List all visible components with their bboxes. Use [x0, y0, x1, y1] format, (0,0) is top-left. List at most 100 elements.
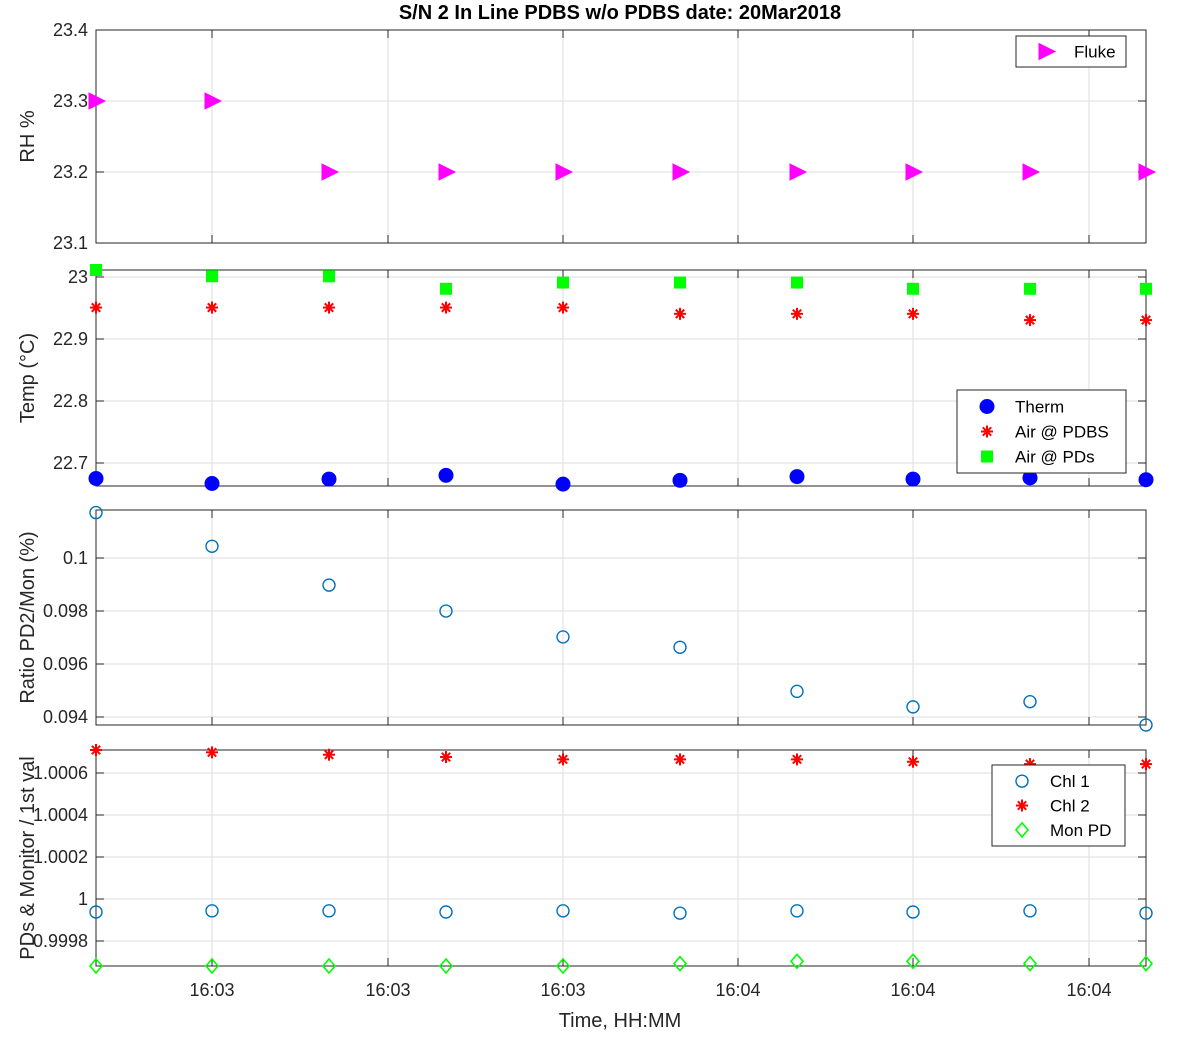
y-tick-label: 22.9 [53, 329, 88, 349]
data-point [674, 276, 686, 289]
legend-label: Therm [1015, 398, 1064, 417]
data-point [672, 955, 688, 972]
y-tick-label: 0.094 [43, 707, 88, 727]
legend: Chl 1 Chl 2 Mon PD [991, 764, 1126, 847]
data-point [1140, 758, 1152, 771]
x-tick-label: 16:04 [890, 980, 935, 1000]
y-tick-label: 0.096 [43, 654, 88, 674]
legend-marker [1015, 774, 1029, 788]
data-point [789, 163, 808, 181]
data-point [905, 471, 921, 487]
y-tick-label: 23.1 [53, 233, 88, 253]
subplot-3: 0.094 0.096 0.098 0.1 Ratio PD2/Mon (%) [17, 505, 1153, 732]
series-chl-1 [89, 904, 1153, 920]
data-point [89, 905, 103, 919]
data-point [1022, 163, 1041, 181]
chart-title: S/N 2 In Line PDBS w/o PDBS date: 20Mar2… [399, 2, 841, 24]
data-point [672, 472, 688, 488]
data-point [440, 282, 452, 295]
data-point [1022, 955, 1038, 972]
data-point [206, 746, 218, 759]
data-point [672, 163, 691, 181]
y-tick-label: 0.1 [63, 548, 88, 568]
legend-marker [981, 425, 993, 438]
data-point [204, 475, 220, 491]
legend-label: Mon PD [1050, 821, 1111, 840]
y-tick-label: 22.8 [53, 391, 88, 411]
y-tick-label: 22.7 [53, 453, 88, 473]
data-point [557, 753, 569, 766]
data-point [790, 904, 804, 918]
data-point [322, 578, 336, 592]
data-point [439, 905, 453, 919]
data-point [907, 307, 919, 320]
legend: Therm Air @ PDBS Air @ PDs [956, 389, 1127, 474]
y-axis-label: RH % [17, 110, 39, 162]
data-point [323, 301, 335, 314]
data-point [556, 630, 570, 644]
x-tick-label: 16:04 [1066, 980, 1111, 1000]
data-point [674, 753, 686, 766]
data-point [906, 700, 920, 714]
axes-box [95, 509, 1147, 726]
data-point [1139, 906, 1153, 920]
x-tick-labels: 16:03 16:03 16:03 16:04 16:04 16:04 [189, 980, 1111, 1000]
data-point [791, 753, 803, 766]
data-point [557, 276, 569, 289]
data-point [907, 282, 919, 295]
subplot-1: 23.1 23.2 23.3 23.4 RH % Fluke [17, 20, 1157, 253]
legend-marker [981, 450, 993, 463]
legend-marker [979, 399, 995, 414]
x-axis-label: Time, HH:MM [559, 1010, 682, 1032]
data-point [1140, 282, 1152, 295]
legend-label: Air @ PDs [1015, 448, 1095, 467]
subplot-2: 22.7 22.8 22.9 23 Temp (°C) Therm Air @ PDBS Ai… [17, 264, 1154, 492]
series-air-pdbs [90, 301, 1152, 327]
series-air-pds [90, 264, 1152, 295]
data-point [906, 905, 920, 919]
y-axis-label: Ratio PD2/Mon (%) [17, 531, 39, 703]
data-point [90, 744, 102, 756]
data-point [790, 684, 804, 699]
data-point [673, 906, 687, 920]
data-point [1138, 472, 1154, 488]
data-point [88, 957, 104, 975]
data-point [322, 904, 336, 918]
data-point [321, 957, 337, 975]
legend-marker [1038, 42, 1057, 61]
y-tick-label: 1.0004 [33, 805, 88, 825]
data-point [1138, 955, 1154, 972]
series-ratio [89, 505, 1153, 732]
data-point [674, 307, 686, 320]
y-tick-label: 1 [78, 889, 88, 909]
y-axis-label: Temp (°C) [17, 333, 39, 423]
data-point [88, 470, 104, 486]
data-point [206, 301, 218, 314]
data-point [1023, 904, 1037, 918]
data-point [1024, 314, 1036, 327]
data-point [440, 301, 452, 314]
data-point [89, 505, 103, 520]
data-point [438, 467, 454, 483]
x-tick-label: 16:03 [189, 980, 234, 1000]
data-point [205, 904, 219, 918]
data-point [321, 163, 340, 181]
data-point [323, 270, 335, 283]
y-tick-label: 23.2 [53, 162, 88, 182]
data-point [555, 957, 571, 975]
y-tick-label: 0.9998 [33, 931, 88, 951]
y-tick-label: 23.3 [53, 91, 88, 111]
y-tick-label: 23.4 [53, 20, 88, 40]
legend: Fluke [1015, 35, 1127, 68]
data-point [1139, 718, 1153, 732]
data-point [90, 301, 102, 314]
data-point [440, 751, 452, 764]
series-fluke [88, 92, 1157, 181]
legend-box [991, 764, 1126, 847]
legend-box [1015, 35, 1127, 68]
data-point [905, 953, 921, 970]
data-point [1023, 694, 1037, 709]
legend-label: Chl 1 [1050, 772, 1090, 791]
